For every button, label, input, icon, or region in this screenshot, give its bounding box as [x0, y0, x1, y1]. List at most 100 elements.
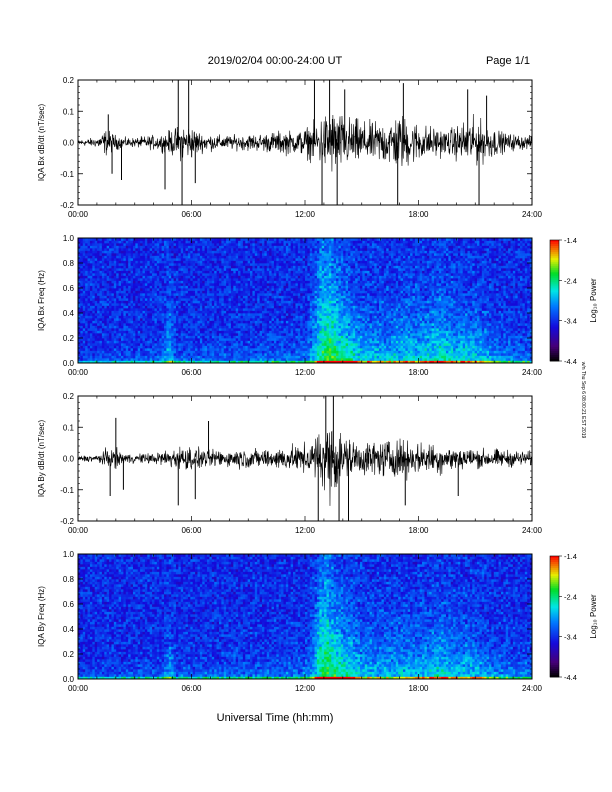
heatmap-cell [99, 310, 103, 314]
heatmap-cell [288, 335, 292, 339]
x-tick-label: 18:00 [408, 210, 429, 219]
heatmap-cell [128, 315, 131, 319]
heatmap-cell [111, 305, 115, 309]
heatmap-cell [78, 318, 81, 321]
heatmap-cell [197, 358, 201, 361]
heatmap-cell [293, 253, 296, 256]
heatmap-cell [209, 333, 213, 336]
heatmap-cell [159, 273, 162, 276]
heatmap-cell [180, 275, 184, 279]
heatmap-cell [125, 320, 129, 324]
heatmap-cell [307, 303, 311, 306]
heatmap-cell [111, 308, 115, 311]
heatmap-cell [104, 340, 108, 344]
heatmap-cell [104, 273, 108, 276]
heatmap-cell [223, 268, 227, 271]
heatmap-cell [276, 353, 280, 356]
heatmap-cell [80, 355, 84, 359]
heatmap-cell [123, 345, 127, 349]
heatmap-cell [89, 245, 93, 249]
heatmap-cell [252, 275, 256, 279]
heatmap-cell [89, 258, 93, 261]
heatmap-cell [285, 298, 289, 301]
heatmap-cell [252, 273, 256, 276]
heatmap-cell [123, 343, 127, 346]
heatmap-cell [94, 275, 98, 279]
heatmap-cell [173, 283, 177, 286]
heatmap-cell [118, 360, 122, 364]
heatmap-cell [276, 238, 280, 241]
heatmap-cell [226, 340, 229, 344]
heatmap-cell [161, 238, 165, 241]
heatmap-cell [204, 305, 208, 309]
heatmap-cell [197, 323, 201, 326]
heatmap-cell [135, 258, 139, 261]
series-line [77, 114, 533, 172]
heatmap-cell [254, 245, 258, 249]
heatmap-cell [94, 255, 98, 259]
heatmap-cell [149, 283, 153, 286]
heatmap-cell [285, 330, 289, 334]
heatmap-cell [175, 285, 179, 289]
heatmap-cell [104, 243, 108, 246]
heatmap-cell [235, 285, 239, 289]
heatmap-cell [101, 255, 105, 259]
heatmap-cell [152, 315, 155, 319]
heatmap-cell [300, 253, 303, 256]
heatmap-cell [285, 303, 289, 306]
heatmap-cell [125, 350, 129, 354]
heatmap-cell [230, 275, 234, 279]
heatmap-cell [273, 278, 277, 281]
heatmap-cell [192, 325, 196, 329]
x-tick-label: 24:00 [522, 210, 543, 219]
heatmap-cell [159, 295, 162, 299]
heatmap-cell [183, 270, 186, 274]
heatmap-cell [211, 345, 215, 349]
heatmap-cell [228, 360, 232, 364]
heatmap-cell [293, 328, 296, 331]
heatmap-cell [195, 338, 198, 341]
heatmap-cell [175, 325, 179, 329]
heatmap-cell [106, 358, 110, 361]
heatmap-cell [254, 295, 258, 299]
heatmap-cell [216, 298, 220, 301]
heatmap-cell [240, 343, 244, 346]
heatmap-cell [187, 348, 191, 351]
heatmap-cell [140, 345, 143, 349]
heatmap-cell [161, 240, 165, 244]
heatmap-cell [175, 360, 179, 364]
heatmap-cell [187, 275, 191, 279]
heatmap-cell [245, 285, 248, 289]
heatmap-cell [293, 303, 296, 306]
heatmap-cell [109, 358, 112, 361]
heatmap-cell [283, 305, 287, 309]
heatmap-cell [97, 260, 100, 264]
heatmap-cell [147, 318, 151, 321]
heatmap-cell [118, 295, 122, 299]
heatmap-cell [111, 313, 115, 316]
heatmap-cell [305, 243, 308, 246]
heatmap-cell [125, 245, 129, 249]
heatmap-cell [137, 278, 141, 281]
heatmap-cell [85, 343, 88, 346]
heatmap-cell [128, 248, 131, 251]
heatmap-cell [257, 330, 260, 334]
heatmap-cell [156, 240, 160, 244]
heatmap-cell [276, 270, 280, 274]
heatmap-cell [305, 340, 308, 344]
heatmap-cell [273, 303, 277, 306]
heatmap-cell [128, 255, 131, 259]
heatmap-cell [266, 338, 270, 341]
heatmap-cell [152, 258, 155, 261]
heatmap-cell [218, 290, 222, 294]
heatmap-cell [300, 275, 303, 279]
heatmap-cell [218, 340, 222, 344]
heatmap-cell [121, 258, 124, 261]
heatmap-cell [290, 305, 294, 309]
heatmap-cell [276, 315, 280, 319]
heatmap-cell [171, 278, 174, 281]
heatmap-cell [261, 238, 265, 241]
heatmap-cell [221, 293, 225, 296]
heatmap-cell [85, 335, 88, 339]
heatmap-cell [211, 333, 215, 336]
